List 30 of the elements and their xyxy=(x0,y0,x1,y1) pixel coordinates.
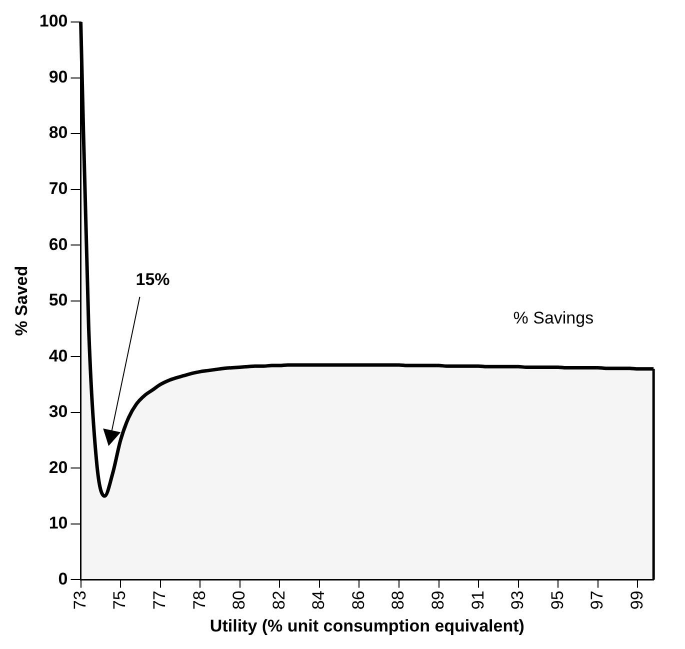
y-tick-label: 50 xyxy=(48,290,68,310)
y-tick-label: 80 xyxy=(48,123,68,142)
x-tick-label: 75 xyxy=(110,590,130,610)
x-tick-label: 86 xyxy=(348,590,368,610)
x-tick-label: 93 xyxy=(508,590,528,610)
x-axis-title: Utility (% unit consumption equivalent) xyxy=(210,616,524,636)
x-tick-label: 89 xyxy=(428,590,448,610)
x-tick-label: 97 xyxy=(588,590,607,610)
x-tick-label: 78 xyxy=(190,590,209,610)
x-tick-label: 77 xyxy=(150,590,170,610)
x-tick-label: 91 xyxy=(468,590,488,610)
x-tick-label: 95 xyxy=(548,590,567,610)
y-tick-label: 10 xyxy=(48,514,68,533)
x-tick-label: 84 xyxy=(309,590,328,610)
text: % Savings xyxy=(513,308,594,328)
y-tick-label: 30 xyxy=(48,402,68,422)
y-tick-label: 70 xyxy=(48,178,68,198)
y-axis-title: % Saved xyxy=(12,266,31,336)
y-tick-label: 60 xyxy=(48,234,68,254)
y-tick-label: 0 xyxy=(58,569,68,588)
x-tick-label: 73 xyxy=(70,590,90,610)
x-tick-label: 82 xyxy=(269,590,288,610)
x-tick-label: 88 xyxy=(388,590,408,610)
y-tick-label: 100 xyxy=(39,12,68,31)
annotation: 15% xyxy=(136,270,170,290)
y-tick-label: 90 xyxy=(48,67,68,86)
x-tick-label: 80 xyxy=(230,590,249,610)
x-tick-label: 99 xyxy=(627,590,646,610)
y-tick-label: 40 xyxy=(48,346,68,366)
y-tick-label: 20 xyxy=(48,458,68,477)
